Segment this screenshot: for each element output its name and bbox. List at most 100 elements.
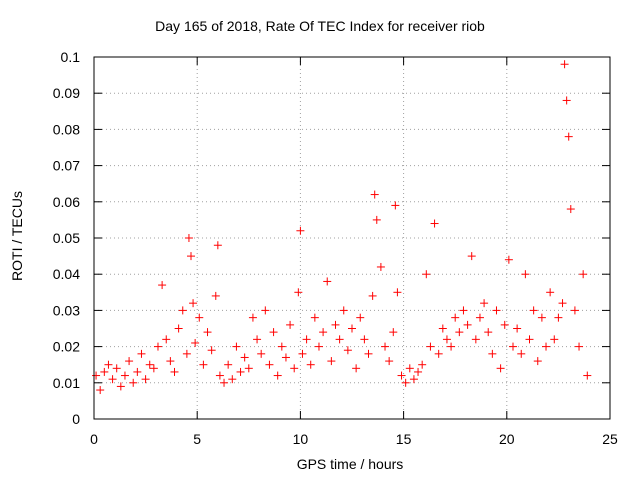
data-point [467,252,476,261]
data-point [120,371,129,380]
data-point [434,349,443,358]
data-point [480,299,489,308]
data-point [116,382,125,391]
chart-title: Day 165 of 2018, Rate Of TEC Index for r… [155,18,485,34]
data-point [471,335,480,344]
data-point [96,386,105,395]
y-tick-label: 0.02 [53,339,80,355]
grid-lines [94,57,610,419]
data-point [430,219,439,228]
data-point [170,367,179,376]
data-point [368,291,377,300]
data-point [145,360,154,369]
x-axis-label: GPS time / hours [296,456,404,472]
y-tick-label: 0.1 [61,49,81,65]
data-point [141,375,150,384]
data-point [112,364,121,373]
data-point [562,96,571,105]
data-point [422,270,431,279]
data-point [257,349,266,358]
y-axis-ticks: 0 0.01 0.02 0.03 0.04 0.05 0.06 0.07 0.08 0.09 0.1 [53,49,610,427]
data-point [496,364,505,373]
data-point [405,364,414,373]
data-point [391,201,400,210]
data-point [108,375,117,384]
data-point [381,342,390,351]
data-point [232,342,241,351]
data-point [356,313,365,322]
data-point [560,60,569,69]
data-point [500,320,509,329]
data-point [438,324,447,333]
data-point [475,313,484,322]
data-point [372,215,381,224]
data-point [306,360,315,369]
data-point [273,371,282,380]
data-point [261,306,270,315]
data-point [459,306,468,315]
data-point [517,349,526,358]
data-point [133,367,142,376]
data-point [178,306,187,315]
data-point [426,342,435,351]
data-point [521,270,530,279]
data-point [314,342,323,351]
data-point [327,357,336,366]
data-point [525,335,534,344]
x-tick-label: 5 [193,431,201,447]
data-point [343,346,352,355]
data-point [203,328,212,337]
x-axis-ticks: 0 5 10 15 20 25 [90,57,618,447]
y-tick-label: 0 [72,411,80,427]
data-point [331,320,340,329]
data-points [92,60,592,395]
data-point [418,360,427,369]
data-point [401,378,410,387]
data-point [215,371,224,380]
data-point [566,205,575,214]
data-point [550,335,559,344]
data-point [335,335,344,344]
data-point [211,291,220,300]
y-tick-label: 0.06 [53,194,80,210]
data-point [570,306,579,315]
data-point [189,299,198,308]
data-point [213,241,222,250]
data-point [339,306,348,315]
data-point [323,277,332,286]
plot-frame [93,56,611,420]
y-tick-label: 0.01 [53,375,80,391]
data-point [513,324,522,333]
y-tick-label: 0.08 [53,121,80,137]
data-point [153,342,162,351]
data-point [319,328,328,337]
data-point [352,364,361,373]
data-point [442,335,451,344]
data-point [162,335,171,344]
data-point [125,357,134,366]
data-point [224,360,233,369]
data-point [546,288,555,297]
y-tick-label: 0.03 [53,302,80,318]
x-tick-label: 25 [602,431,618,447]
data-point [575,342,584,351]
data-point [92,371,101,380]
y-tick-label: 0.04 [53,266,80,282]
y-tick-label: 0.05 [53,230,80,246]
data-point [397,371,406,380]
data-point [195,313,204,322]
data-point [269,328,278,337]
data-point [393,288,402,297]
data-point [451,313,460,322]
data-point [228,375,237,384]
data-point [447,342,456,351]
data-point [220,378,229,387]
data-point [385,357,394,366]
data-point [376,262,385,271]
data-point [191,338,200,347]
y-tick-label: 0.07 [53,158,80,174]
data-point [187,252,196,261]
data-point [207,346,216,355]
data-point [310,313,319,322]
data-point [537,313,546,322]
